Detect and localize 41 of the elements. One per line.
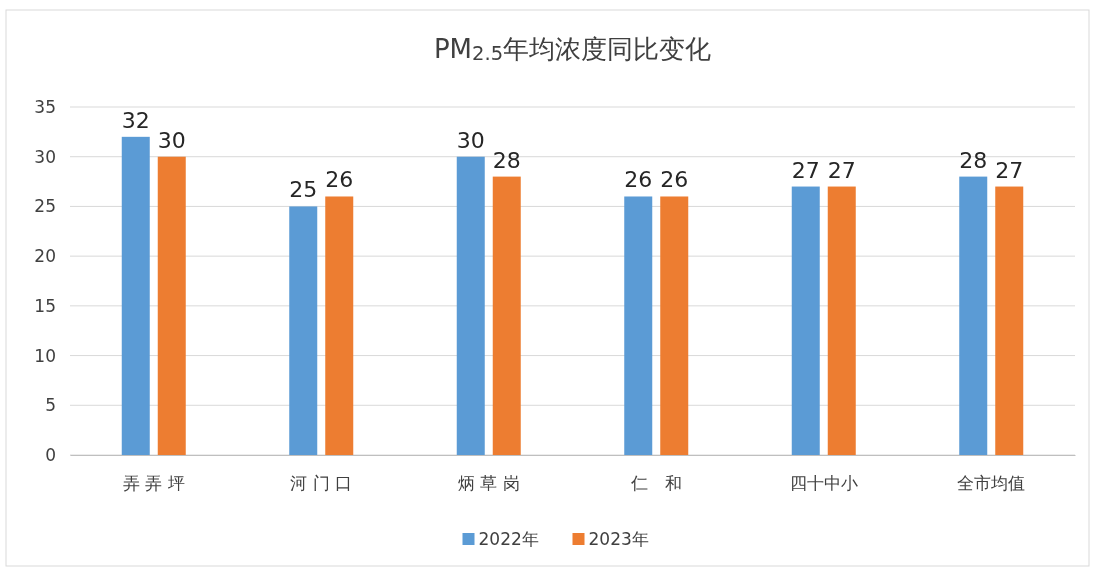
y-tick-label: 10: [34, 345, 56, 366]
y-tick-label: 0: [45, 444, 56, 465]
bar: [995, 186, 1024, 455]
y-tick-label: 35: [34, 96, 56, 117]
legend-label: 2023年: [588, 529, 649, 549]
data-label: 30: [456, 127, 485, 153]
data-label: 26: [325, 167, 354, 193]
chart-title: PM$_{2.5}$年均浓度同比变化: [433, 34, 712, 65]
x-tick-label: 仁 和: [629, 473, 682, 494]
data-label: 27: [995, 157, 1024, 183]
data-label: 26: [660, 167, 689, 193]
y-tick-label: 30: [34, 146, 56, 167]
x-tick-label: 河 门 口: [290, 473, 353, 494]
bar: [827, 186, 856, 455]
y-tick-label: 20: [34, 246, 56, 267]
x-tick-label: 炳 草 岗: [457, 473, 520, 494]
bar: [157, 156, 186, 455]
x-tick-label: 全市均值: [957, 473, 1026, 494]
bar: [791, 186, 820, 455]
data-label: 27: [827, 157, 856, 183]
legend-label: 2022年: [478, 529, 539, 549]
y-tick-label: 15: [34, 295, 56, 316]
bar: [289, 206, 318, 455]
bar: [959, 176, 988, 455]
y-tick-label: 25: [34, 196, 56, 217]
data-label: 30: [157, 127, 186, 153]
bar: [492, 176, 521, 455]
data-label: 25: [289, 177, 318, 203]
data-label: 26: [624, 167, 653, 193]
data-label: 28: [959, 147, 988, 173]
x-tick-label: 弄 弄 坪: [122, 473, 185, 494]
data-label: 32: [121, 107, 150, 133]
data-label: 27: [791, 157, 820, 183]
y-tick-label: 5: [45, 395, 56, 416]
bar: [325, 196, 354, 455]
bar: [456, 156, 485, 455]
bar: [624, 196, 653, 455]
bar: [660, 196, 689, 455]
bar: [121, 136, 150, 455]
data-label: 28: [492, 147, 521, 173]
x-tick-label: 四十中小: [789, 473, 858, 494]
